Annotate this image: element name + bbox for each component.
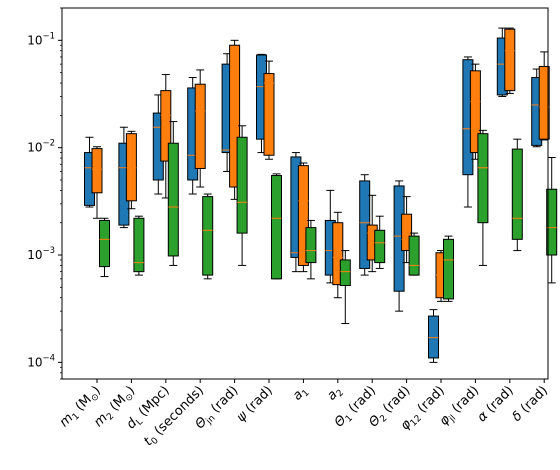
box-body xyxy=(160,90,172,162)
box-s3-c9 xyxy=(374,215,386,269)
box-body xyxy=(125,133,137,202)
box-s3-c13 xyxy=(511,138,523,252)
box-body xyxy=(401,213,413,252)
box-body xyxy=(408,235,420,276)
box-s2-c7 xyxy=(297,162,309,273)
box-s3-c6 xyxy=(271,173,282,280)
box-body xyxy=(469,70,481,154)
box-s1-c11 xyxy=(428,309,439,363)
box-body xyxy=(202,196,214,276)
box-body xyxy=(305,227,317,264)
box-s2-c3 xyxy=(160,74,172,199)
box-s3-c4 xyxy=(202,193,214,280)
box-body xyxy=(194,83,206,169)
box-s2-c4 xyxy=(194,69,206,188)
box-body xyxy=(546,188,558,256)
box-s2-c12 xyxy=(469,63,481,160)
box-body xyxy=(332,222,344,286)
box-body xyxy=(374,229,386,264)
y-tick-label: 10−4 xyxy=(27,353,55,369)
y-tick-label: 10−3 xyxy=(27,246,55,262)
box-body xyxy=(229,44,241,188)
box-s3-c5 xyxy=(236,125,248,266)
box-body xyxy=(538,66,550,140)
box-s3-c7 xyxy=(305,219,317,280)
box-s3-c3 xyxy=(167,121,179,266)
box-s3-c12 xyxy=(477,129,489,266)
box-body xyxy=(99,219,110,268)
box-s2-c14 xyxy=(538,51,550,141)
box-body xyxy=(133,217,145,273)
box-body xyxy=(91,148,103,194)
box-s3-c10 xyxy=(408,232,420,276)
box-body xyxy=(236,136,248,234)
box-body xyxy=(271,175,282,280)
box-body xyxy=(511,148,523,240)
box-body xyxy=(477,133,489,224)
y-tick-label: 10−1 xyxy=(27,31,55,47)
box-s2-c8 xyxy=(332,211,344,299)
box-s2-c6 xyxy=(263,60,275,160)
box-s2-c2 xyxy=(125,130,137,210)
box-s1-c4 xyxy=(187,77,199,195)
box-body xyxy=(167,142,179,257)
box-body xyxy=(443,238,454,300)
box-s2-c1 xyxy=(91,146,103,219)
box-body xyxy=(504,28,516,92)
box-s3-c14 xyxy=(546,156,558,284)
box-body xyxy=(263,73,275,156)
box-body xyxy=(428,315,439,359)
plot-area xyxy=(84,27,558,363)
y-tick-label: 10−2 xyxy=(27,139,55,155)
box-s3-c1 xyxy=(99,217,110,278)
box-body xyxy=(297,165,309,266)
box-body xyxy=(339,259,351,287)
plot-frame xyxy=(61,7,549,380)
box-s3-c11 xyxy=(443,235,454,302)
box-s2-c10 xyxy=(401,196,413,264)
box-s3-c8 xyxy=(339,250,351,325)
box-s3-c2 xyxy=(133,215,145,276)
box-s2-c13 xyxy=(504,27,516,94)
